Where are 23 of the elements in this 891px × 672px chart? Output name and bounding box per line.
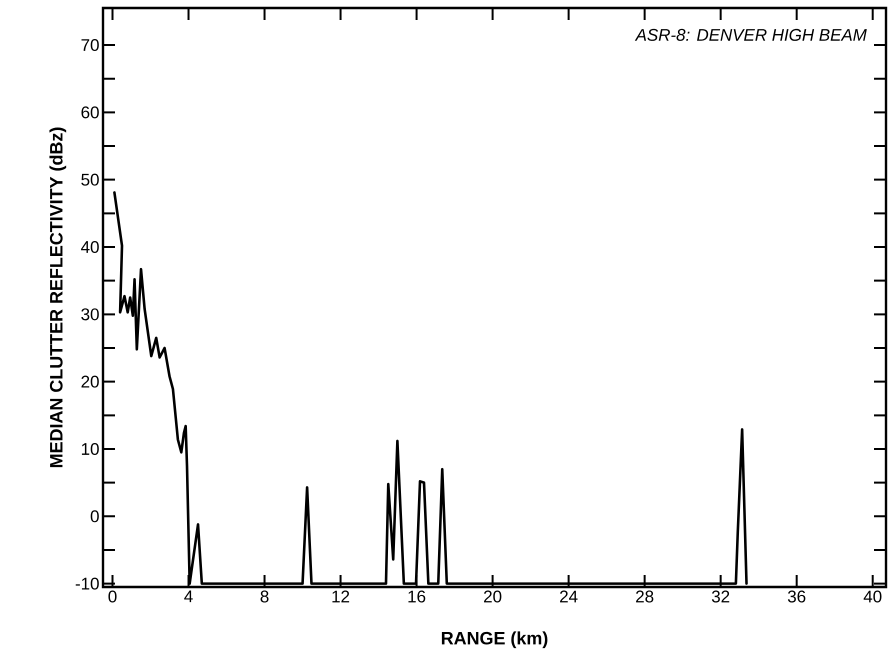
y-tick-label: 60 xyxy=(82,106,99,118)
y-tick-label: 50 xyxy=(81,174,99,186)
y-axis-title: MEDIAN CLUTTER REFLECTIVITY (dBz) xyxy=(49,128,66,468)
x-tick-label: 8 xyxy=(260,590,269,603)
y-tick-label: 20 xyxy=(82,376,99,388)
y-tick-label: 30 xyxy=(81,308,99,320)
x-tick-label: 24 xyxy=(560,590,578,602)
x-tick-label: 20 xyxy=(484,590,502,603)
y-tick-label: 10 xyxy=(82,442,99,455)
x-tick-label: 32 xyxy=(712,590,730,603)
x-tick-label: 40 xyxy=(864,590,882,603)
y-tick-label: -10 xyxy=(76,578,99,590)
x-tick-label: 36 xyxy=(788,590,806,603)
y-tick-label: 40 xyxy=(81,241,99,254)
x-tick-label: 28 xyxy=(636,590,654,603)
y-tick-label: 0 xyxy=(90,510,99,522)
y-tick-label: 70 xyxy=(82,39,99,52)
x-tick-label: 4 xyxy=(184,590,193,602)
x-tick-label: 0 xyxy=(108,590,117,603)
annotation: ASR-8: DENVER HIGH BEAM xyxy=(634,28,867,41)
x-tick-label: 16 xyxy=(408,590,426,603)
x-tick-label: 12 xyxy=(332,590,350,602)
x-axis-title: RANGE (km) xyxy=(442,631,548,648)
